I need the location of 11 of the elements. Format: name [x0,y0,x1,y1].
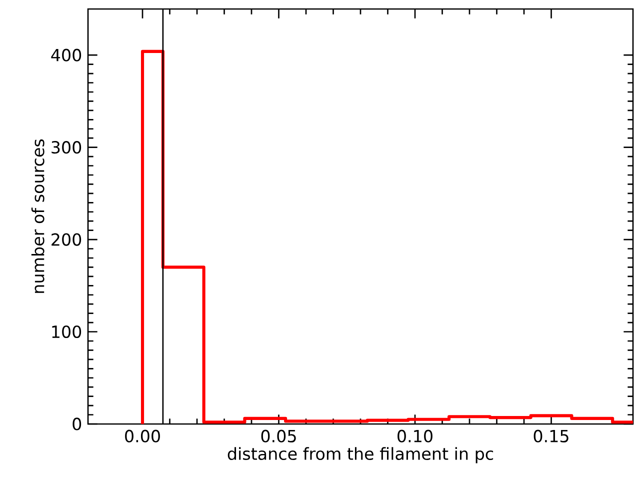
y-tick-label: 300 [52,141,82,154]
y-axis-title: number of sources [31,139,44,293]
x-tick-label: 0.15 [534,430,568,442]
x-tick-label: 0.05 [261,430,296,442]
y-tick-label: 0 [72,418,82,430]
y-tick-label: 100 [52,325,82,338]
x-tick-label: 0.10 [398,430,432,442]
y-tick-label: 400 [51,48,82,62]
x-tick-label: 0.00 [125,430,160,442]
x-axis-title: distance from the filament in pc [228,447,494,464]
y-tick-label: 200 [52,233,82,246]
